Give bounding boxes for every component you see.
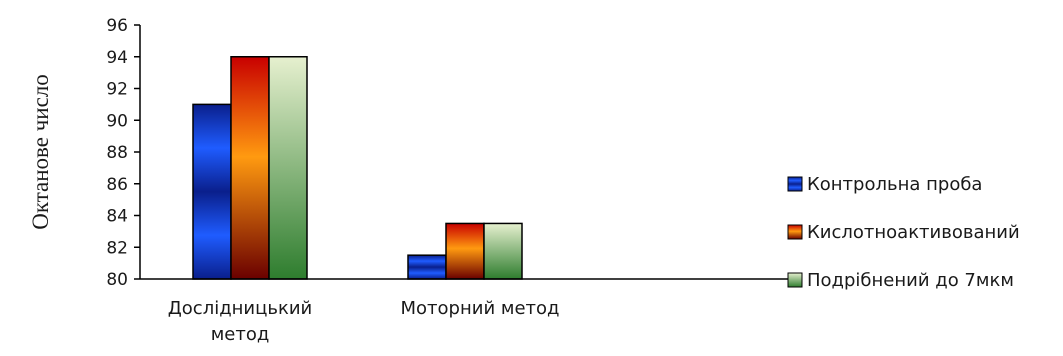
y-tick-label: 94 [106, 48, 128, 68]
y-tick-label: 80 [106, 270, 128, 290]
bar-1-series-3 [268, 56, 308, 280]
legend-label: Контрольна проба [807, 174, 982, 195]
bar-2-series-2 [445, 222, 485, 280]
y-tick-label: 84 [106, 207, 128, 227]
bar-1-series-1 [192, 103, 232, 280]
legend: Контрольна проба Кислотноактивований Подрі… [787, 174, 1020, 291]
y-tick-label: 88 [106, 143, 128, 163]
legend-swatch [787, 272, 803, 288]
y-tick-label: 90 [106, 111, 128, 131]
axes [134, 24, 795, 280]
bar-1-series-2 [230, 56, 270, 280]
x-category-label: Дослідницький метод [168, 298, 313, 345]
y-tick-label: 82 [106, 238, 128, 258]
legend-swatch [787, 176, 803, 192]
legend-swatch [787, 224, 803, 240]
y-tick-label: 96 [106, 16, 128, 36]
labels: 80 82 84 86 88 90 92 94 96 Октанове число Дослідни… [28, 16, 559, 345]
bars [192, 56, 523, 280]
y-tick-label: 86 [106, 175, 128, 195]
y-axis-title: Октанове число [28, 74, 53, 230]
y-tick-label: 92 [106, 80, 128, 100]
bar-2-series-3 [483, 222, 523, 280]
legend-label: Кислотноактивований [807, 222, 1020, 243]
bar-2-series-1 [407, 254, 447, 280]
legend-label: Подрібнений до 7мкм [807, 270, 1014, 291]
x-category-label: Моторний метод [401, 298, 560, 319]
